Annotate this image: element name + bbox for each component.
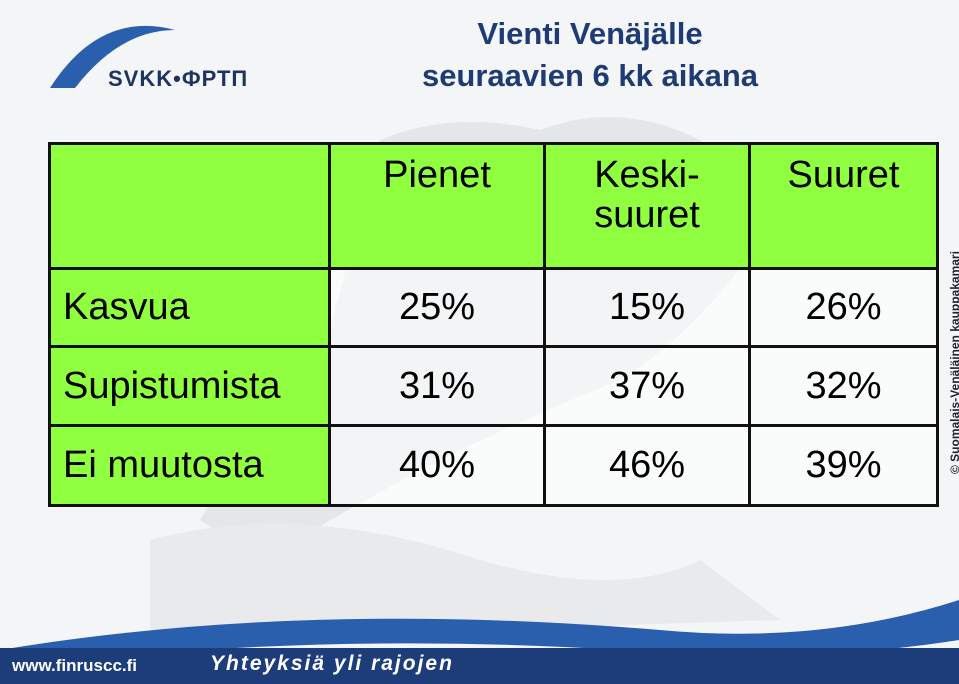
footer-slogan: Yhteyksiä yli rajojen <box>210 652 454 675</box>
table-row: Supistumista 31% 37% 32% <box>48 345 939 427</box>
column-header: Suuret <box>748 142 939 270</box>
logo-swoosh <box>50 25 175 88</box>
table-cell: 46% <box>543 424 751 507</box>
table-cell: 40% <box>328 424 546 507</box>
corner-cell <box>48 142 331 270</box>
column-header: Pienet <box>328 142 546 270</box>
row-label: Ei muutosta <box>48 424 331 507</box>
table-cell: 32% <box>748 345 939 427</box>
table-row: Kasvua 25% 15% 26% <box>48 267 939 348</box>
table-cell: 25% <box>328 267 546 348</box>
footer-bar <box>0 648 959 684</box>
copyright: © Suomalais-Venäläinen kauppakamari <box>948 251 959 474</box>
header-row: Pienet Keski- suuret Suuret <box>48 142 939 270</box>
table-cell: 15% <box>543 267 751 348</box>
footer-url: www.finruscc.fi <box>12 656 138 675</box>
table-cell: 37% <box>543 345 751 427</box>
table: Pienet Keski- suuret Suuret Kasvua 25% 15% 26%… <box>48 142 939 507</box>
logo: SVKK•ФРТП <box>108 66 249 91</box>
map-shape <box>150 524 780 640</box>
row-label: Supistumista <box>48 345 331 427</box>
table-cell: 26% <box>748 267 939 348</box>
table-cell: 31% <box>328 345 546 427</box>
table-cell: 39% <box>748 424 939 507</box>
title: Vienti Venäjälle <box>477 16 703 51</box>
row-label: Kasvua <box>48 267 331 348</box>
table-row: Ei muutosta 40% 46% 39% <box>48 424 939 507</box>
title: seuraavien 6 kk aikana <box>421 58 759 93</box>
column-header: Keski- suuret <box>543 142 751 270</box>
